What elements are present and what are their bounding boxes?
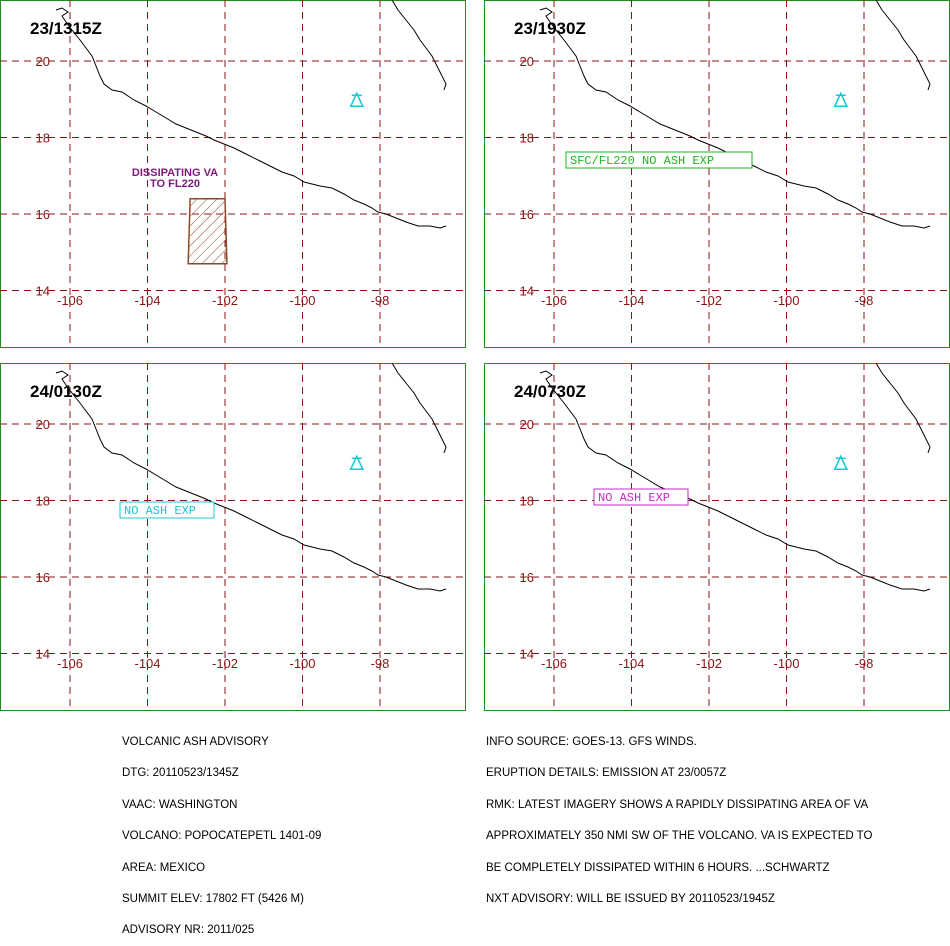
- lat-tick-label: 16: [520, 207, 534, 222]
- volcano-triangle-icon: [349, 454, 364, 470]
- forecast-panel-3: -106 -104 -102 -100 -98 20 18 16 14 NO ASH EXP 2…: [0, 362, 466, 711]
- lat-tick-label: 16: [36, 570, 50, 585]
- lon-tick-label: -106: [541, 293, 567, 308]
- advisory-line: ERUPTION DETAILS: EMISSION AT 23/0057Z: [486, 767, 727, 780]
- lat-tick-label: 18: [36, 131, 50, 146]
- coastline: [55, 0, 447, 229]
- panel-time: 23/1315Z: [30, 19, 102, 38]
- lon-tick-label: -98: [855, 293, 874, 308]
- lon-tick-label: -106: [57, 293, 83, 308]
- advisory-line: VOLCANO: POPOCATEPETL 1401-09: [122, 830, 322, 843]
- status-label: NO ASH EXP: [598, 491, 670, 505]
- lon-tick-label: -104: [618, 293, 644, 308]
- lat-tick-label: 18: [520, 131, 534, 146]
- panel-frame: [484, 0, 950, 348]
- panel-frame: [484, 363, 950, 711]
- lon-tick-label: -102: [212, 656, 238, 671]
- advisory-text-left: VOLCANIC ASH ADVISORY DTG: 20110523/1345…: [122, 716, 321, 946]
- lon-tick-label: -100: [773, 293, 799, 308]
- advisory-text-right: INFO SOURCE: GOES-13. GFS WINDS. ERUPTIO…: [486, 716, 872, 915]
- lon-tick-label: -104: [134, 656, 160, 671]
- volcano-triangle-icon: [349, 91, 364, 107]
- panel-frame: [0, 0, 466, 348]
- lon-tick-label: -98: [855, 656, 874, 671]
- lon-tick-label: -100: [289, 656, 315, 671]
- lon-tick-label: -106: [541, 656, 567, 671]
- forecast-panel-2: -106 -104 -102 -100 -98 20 18 16 14 SFC/FL220 NO…: [484, 0, 950, 348]
- lon-tick-label: -104: [618, 656, 644, 671]
- panel-time: 24/0730Z: [514, 382, 586, 401]
- forecast-panel-1: -106 -104 -102 -100 -98 20 18 16 14 DISSIPATING …: [0, 0, 466, 348]
- forecast-panel-4: -106 -104 -102 -100 -98 20 18 16 14 NO ASH EXP 2…: [484, 362, 950, 711]
- advisory-line: VAAC: WASHINGTON: [122, 798, 238, 811]
- status-label-box: [565, 151, 753, 169]
- lat-tick-label: 18: [520, 494, 534, 509]
- coastline: [55, 362, 447, 592]
- lon-tick-label: -98: [371, 656, 390, 671]
- advisory-line: SUMMIT ELEV: 17802 FT (5426 M): [122, 892, 304, 905]
- status-label: SFC/FL220 NO ASH EXP: [570, 154, 714, 168]
- lat-tick-label: 20: [36, 417, 50, 432]
- advisory-line: BE COMPLETELY DISSIPATED WITHIN 6 HOURS.…: [486, 861, 830, 874]
- lat-tick-label: 20: [520, 54, 534, 69]
- lon-tick-label: -100: [773, 656, 799, 671]
- lon-tick-label: -102: [696, 656, 722, 671]
- advisory-line: DTG: 20110523/1345Z: [122, 767, 239, 780]
- status-label-box: [119, 501, 215, 519]
- advisory-line: VOLCANIC ASH ADVISORY: [122, 736, 269, 748]
- ash-cloud-label: TO FL220: [150, 178, 200, 190]
- lat-tick-label: 14: [520, 284, 534, 299]
- lat-tick-label: 16: [520, 570, 534, 585]
- lat-tick-label: 20: [520, 417, 534, 432]
- advisory-line: ADVISORY NR: 2011/025: [122, 924, 255, 937]
- advisory-line: AREA: MEXICO: [122, 861, 206, 874]
- panel-time: 23/1930Z: [514, 19, 586, 38]
- advisory-line: INFO SOURCE: GOES-13. GFS WINDS.: [486, 736, 697, 748]
- coastline: [539, 0, 931, 229]
- ash-cloud-polygon: [187, 197, 228, 265]
- status-label: NO ASH EXP: [124, 504, 196, 518]
- lat-tick-label: 18: [36, 494, 50, 509]
- ash-cloud-label: DISSIPATING VA: [132, 167, 218, 179]
- lon-tick-label: -98: [371, 293, 390, 308]
- lon-tick-label: -102: [212, 293, 238, 308]
- lat-tick-label: 14: [36, 647, 50, 662]
- advisory-line: NXT ADVISORY: WILL BE ISSUED BY 20110523…: [486, 892, 775, 905]
- volcano-triangle-icon: [833, 454, 848, 470]
- lon-tick-label: -104: [134, 293, 160, 308]
- lat-tick-label: 20: [36, 54, 50, 69]
- status-label-box: [593, 488, 689, 506]
- panel-time: 24/0130Z: [30, 382, 102, 401]
- lat-tick-label: 14: [520, 647, 534, 662]
- volcano-triangle-icon: [833, 91, 848, 107]
- coastline: [539, 362, 931, 592]
- advisory-line: RMK: LATEST IMAGERY SHOWS A RAPIDLY DISS…: [486, 798, 869, 811]
- panel-frame: [0, 363, 466, 711]
- advisory-line: APPROXIMATELY 350 NMI SW OF THE VOLCANO.…: [486, 830, 873, 843]
- lon-tick-label: -102: [696, 293, 722, 308]
- lat-tick-label: 16: [36, 207, 50, 222]
- lon-tick-label: -106: [57, 656, 83, 671]
- volcanic-ash-forecast-maps: -106 -104 -102 -100 -98 20 18 16 14 DISSIPATING …: [0, 0, 950, 711]
- lat-tick-label: 14: [36, 284, 50, 299]
- lon-tick-label: -100: [289, 293, 315, 308]
